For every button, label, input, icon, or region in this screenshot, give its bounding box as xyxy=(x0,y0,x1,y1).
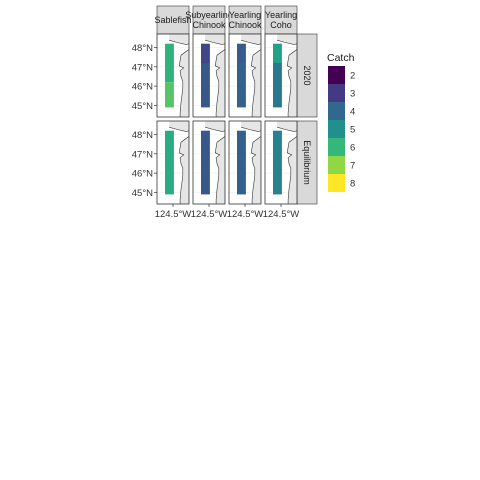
legend-label: 7 xyxy=(350,161,355,172)
catch-cell xyxy=(273,63,282,108)
legend-label: 2 xyxy=(350,71,355,82)
coastline xyxy=(169,39,189,117)
catch-cell xyxy=(237,43,246,63)
catch-cell xyxy=(165,82,174,108)
panel-border xyxy=(264,33,298,118)
legend-label: 5 xyxy=(350,125,355,136)
catch-cell xyxy=(165,130,174,195)
legend-label: 8 xyxy=(350,179,355,190)
column-strip xyxy=(228,5,262,35)
map-panel xyxy=(229,34,261,117)
coastline xyxy=(169,126,189,204)
column-strip xyxy=(156,5,190,35)
map-panel xyxy=(229,121,261,204)
panel-border xyxy=(156,33,190,118)
coastline xyxy=(205,126,225,204)
row-strip-label: Equilibrium xyxy=(302,140,312,185)
y-tick-label: 46°N xyxy=(132,82,153,93)
y-tick-label: 47°N xyxy=(132,62,153,73)
x-tick-label: 124.5°W xyxy=(155,209,192,220)
legend-label: 3 xyxy=(350,89,355,100)
panel-border xyxy=(228,33,262,118)
legend-swatch xyxy=(328,156,345,174)
y-tick-label: 46°N xyxy=(132,169,153,180)
legend-swatch xyxy=(328,120,345,138)
coastline xyxy=(277,39,297,117)
y-tick-label: 47°N xyxy=(132,149,153,160)
column-strip-label: Yearling Chinook xyxy=(228,10,262,30)
legend-label: 4 xyxy=(350,107,355,118)
legend-title: Catch xyxy=(327,52,355,64)
legend-swatch xyxy=(328,66,345,84)
column-strip-label: Sablefish xyxy=(154,15,191,25)
coastline xyxy=(241,126,261,204)
legend-label: 6 xyxy=(350,143,355,154)
catch-cell xyxy=(273,43,282,63)
catch-cell xyxy=(237,63,246,108)
column-strip-label: Subyearling Chinook xyxy=(185,10,233,30)
column-strip-label: Yearling Coho xyxy=(265,10,297,30)
map-panel xyxy=(157,34,189,117)
panel-border xyxy=(192,33,226,118)
x-tick-label: 124.5°W xyxy=(263,209,300,220)
legend-swatch xyxy=(328,84,345,102)
coastline xyxy=(277,126,297,204)
coastline xyxy=(241,39,261,117)
row-strip-label: 2020 xyxy=(302,65,312,85)
y-tick-label: 45°N xyxy=(132,188,153,199)
map-panel xyxy=(265,121,297,204)
map-panel xyxy=(193,121,225,204)
catch-cell xyxy=(273,130,282,195)
x-tick-label: 124.5°W xyxy=(191,209,228,220)
catch-cell xyxy=(201,63,210,108)
catch-cell xyxy=(165,43,174,83)
legend-swatch xyxy=(328,174,345,192)
y-tick-label: 48°N xyxy=(132,43,153,54)
catch-cell xyxy=(201,43,210,63)
map-panel xyxy=(193,34,225,117)
legend-swatch xyxy=(328,102,345,120)
map-panel xyxy=(265,34,297,117)
y-tick-label: 48°N xyxy=(132,130,153,141)
x-tick-label: 124.5°W xyxy=(227,209,264,220)
catch-cell xyxy=(237,130,246,195)
map-panel xyxy=(157,121,189,204)
coastline xyxy=(205,39,225,117)
legend-swatch xyxy=(328,138,345,156)
catch-cell xyxy=(201,130,210,195)
y-tick-label: 45°N xyxy=(132,101,153,112)
column-strip xyxy=(192,5,226,35)
